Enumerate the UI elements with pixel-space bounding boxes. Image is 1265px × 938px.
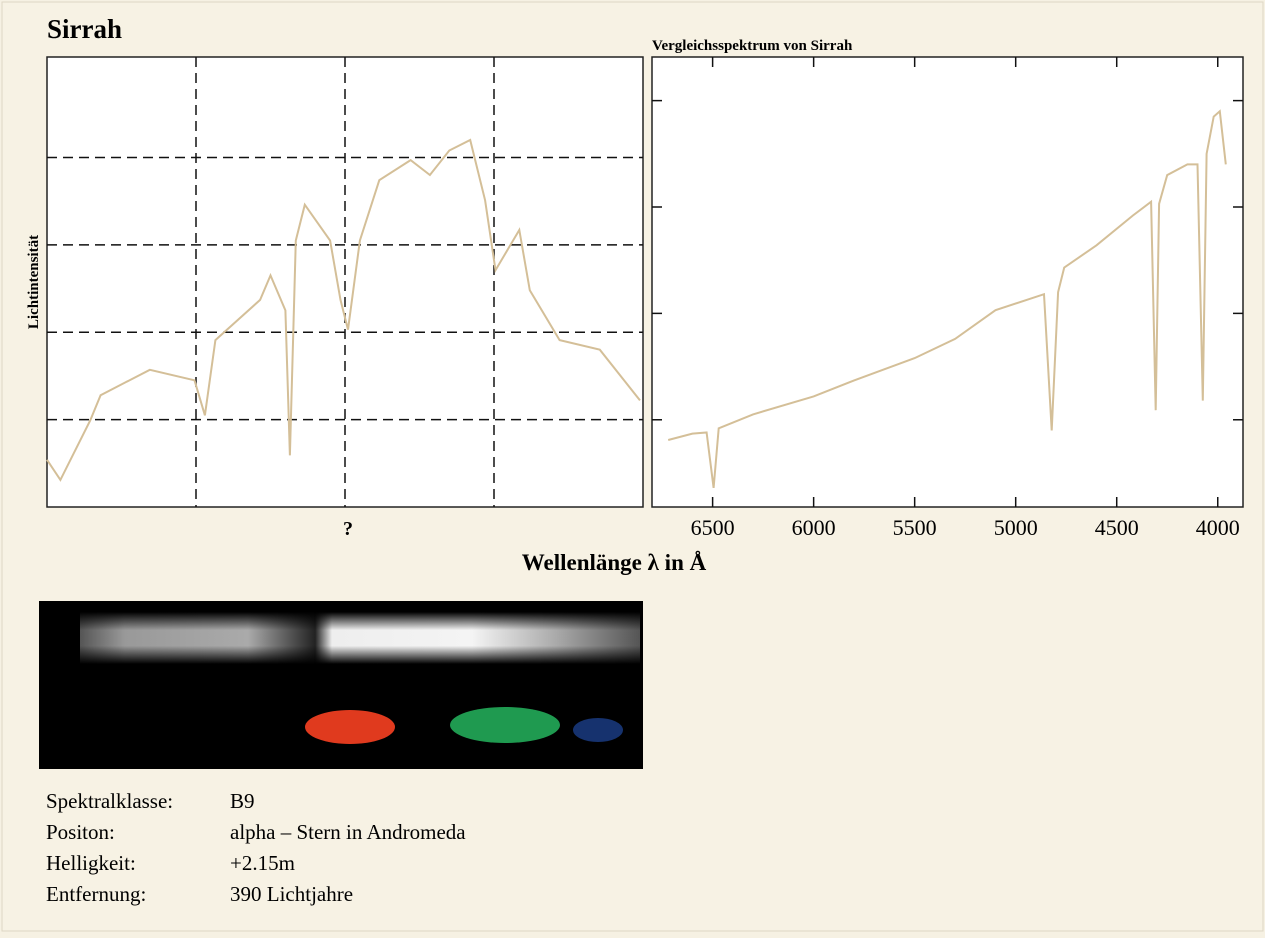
info-value: +2.15m (230, 851, 295, 875)
x-tick-label: 6000 (792, 515, 836, 540)
x-tick-label: 4500 (1095, 515, 1139, 540)
spectrum-line (667, 109, 1227, 489)
x-axis-label: ? (343, 518, 353, 540)
info-value: alpha – Stern in Andromeda (230, 820, 466, 844)
info-table: Spektralklasse: B9 Positon: alpha – Stern i… (46, 789, 466, 906)
info-label: Spektralklasse: (46, 789, 173, 813)
blue-region (573, 718, 623, 742)
plot-area (651, 56, 1244, 508)
y-axis-label: Lichtintensität (26, 235, 42, 329)
info-value: B9 (230, 789, 255, 813)
x-axis-label: Wellenlänge λ in Å (522, 550, 707, 575)
x-tick-label: 6500 (691, 515, 735, 540)
green-region (450, 707, 560, 743)
info-label: Entfernung: (46, 882, 146, 906)
red-region (305, 710, 395, 744)
chart-title: Vergleichsspektrum von Sirrah (652, 38, 853, 54)
info-label: Helligkeit: (46, 851, 136, 875)
spectrum-image (39, 601, 643, 769)
x-tick-label: 5500 (893, 515, 937, 540)
info-value: 390 Lichtjahre (230, 882, 353, 906)
spectrum-band-fade (80, 612, 640, 664)
page-title: Sirrah (47, 14, 122, 44)
spectrum-line (46, 138, 641, 482)
x-tick-label: 4000 (1196, 515, 1240, 540)
x-tick-label: 5000 (994, 515, 1038, 540)
info-label: Positon: (46, 820, 115, 844)
